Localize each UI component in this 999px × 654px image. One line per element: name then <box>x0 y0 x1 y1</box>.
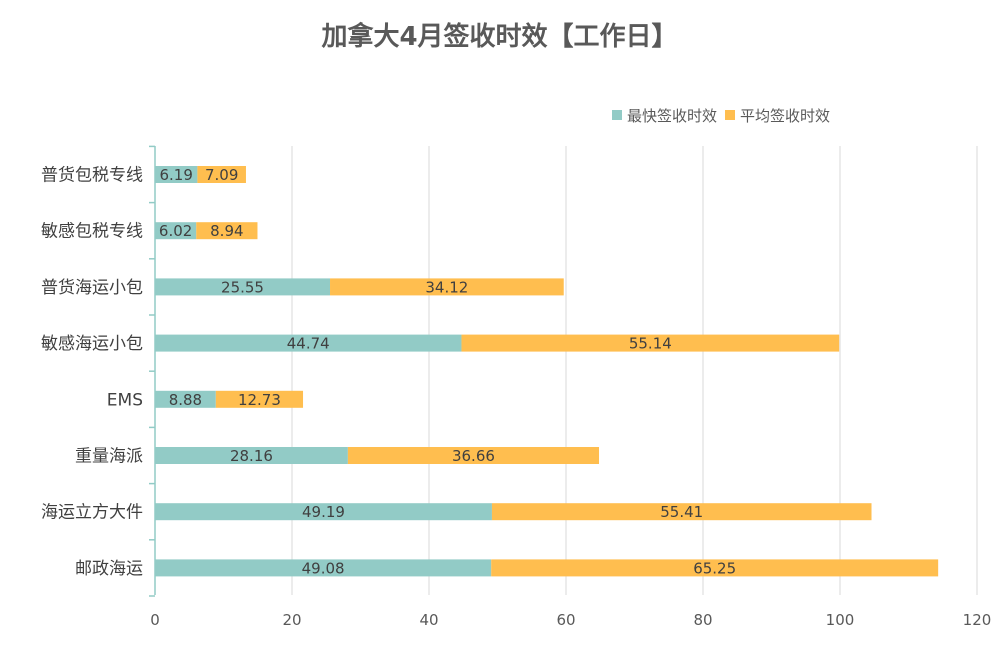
bar-fastest <box>155 503 492 521</box>
category-label: 敏感包税专线 <box>41 222 143 242</box>
legend-label-average: 平均签收时效 <box>740 106 831 125</box>
bar-fastest <box>155 278 331 296</box>
data-label-fastest: 44.74 <box>287 335 330 353</box>
legend-label-fastest: 最快签收时效 <box>627 106 718 125</box>
bar-average <box>197 166 246 183</box>
data-label-fastest: 6.19 <box>159 166 192 184</box>
data-label-average: 55.14 <box>629 335 672 353</box>
data-label-average: 12.73 <box>238 391 281 409</box>
data-label-average: 55.41 <box>660 503 703 521</box>
category-label: 普货包税专线 <box>41 166 143 186</box>
bar-average <box>330 278 564 296</box>
data-label-average: 7.09 <box>205 166 238 184</box>
data-label-fastest: 28.16 <box>230 447 273 465</box>
category-label: 海运立方大件 <box>41 503 143 523</box>
bar-fastest <box>155 390 216 408</box>
data-label-average: 8.94 <box>210 222 243 240</box>
bar-average <box>491 559 939 577</box>
legend: 最快签收时效 平均签收时效 <box>612 104 838 126</box>
data-label-average: 36.66 <box>452 447 495 465</box>
bar-fastest <box>155 166 198 183</box>
category-label: 普货海运小包 <box>41 278 143 298</box>
data-label-fastest: 6.02 <box>159 222 192 240</box>
legend-item-average: 平均签收时效 <box>725 105 830 126</box>
legend-swatch-average <box>725 110 736 120</box>
bar-fastest <box>155 334 462 352</box>
bar-fastest <box>155 559 492 577</box>
x-tick-label-80: 80 <box>693 611 712 629</box>
bar-average <box>347 447 600 464</box>
bar-average <box>196 222 258 240</box>
bar-average <box>491 503 872 521</box>
category-label: 邮政海运 <box>75 559 143 579</box>
x-tick-label-0: 0 <box>150 611 160 629</box>
legend-swatch-fastest <box>612 110 622 120</box>
x-tick-label-60: 60 <box>556 611 575 629</box>
data-label-average: 34.12 <box>425 278 468 296</box>
bar-average <box>461 334 840 352</box>
x-tick-label-120: 120 <box>963 611 992 629</box>
data-label-fastest: 49.19 <box>302 503 345 521</box>
bar-fastest <box>155 222 197 240</box>
category-label: 敏感海运小包 <box>41 334 143 354</box>
bar-fastest <box>155 447 348 464</box>
data-label-average: 65.25 <box>693 559 736 577</box>
data-label-fastest: 25.55 <box>221 278 264 296</box>
x-tick-label-20: 20 <box>282 611 301 629</box>
data-label-fastest: 8.88 <box>169 391 202 409</box>
x-tick-label-40: 40 <box>419 611 438 629</box>
category-label: EMS <box>107 390 143 410</box>
bar-average <box>215 390 304 408</box>
data-label-fastest: 49.08 <box>302 559 345 577</box>
chart-title: 加拿大4月签收时效【工作日】 <box>321 22 678 52</box>
legend-item-fastest: 最快签收时效 <box>612 105 717 126</box>
x-tick-label-100: 100 <box>826 611 855 629</box>
category-label: 重量海派 <box>75 447 143 467</box>
